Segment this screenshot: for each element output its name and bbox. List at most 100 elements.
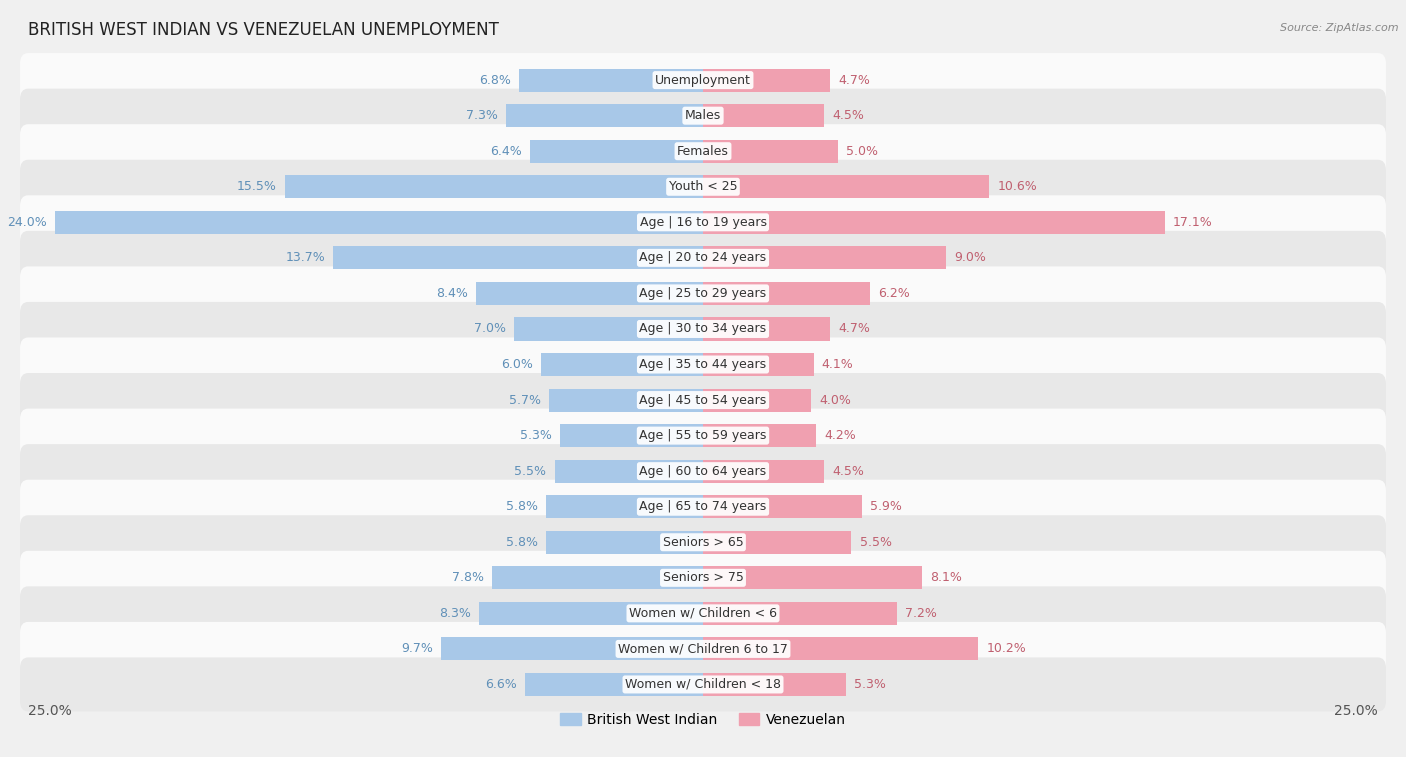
Bar	[441, 637, 703, 660]
Text: 6.6%: 6.6%	[485, 678, 517, 691]
FancyBboxPatch shape	[20, 444, 1386, 498]
Bar	[519, 69, 703, 92]
Text: Seniors > 65: Seniors > 65	[662, 536, 744, 549]
Bar	[492, 566, 703, 590]
Text: 5.9%: 5.9%	[870, 500, 903, 513]
Text: 5.5%: 5.5%	[515, 465, 547, 478]
Text: 4.5%: 4.5%	[832, 465, 865, 478]
Text: 5.5%: 5.5%	[859, 536, 891, 549]
FancyBboxPatch shape	[20, 160, 1386, 213]
FancyBboxPatch shape	[20, 124, 1386, 178]
Text: Seniors > 75: Seniors > 75	[662, 572, 744, 584]
Text: Women w/ Children < 18: Women w/ Children < 18	[626, 678, 780, 691]
Bar	[703, 388, 811, 412]
Text: 8.1%: 8.1%	[929, 572, 962, 584]
Text: 8.3%: 8.3%	[439, 607, 471, 620]
Text: 5.3%: 5.3%	[520, 429, 551, 442]
Bar	[506, 104, 703, 127]
Text: 7.0%: 7.0%	[474, 322, 506, 335]
Bar	[703, 459, 824, 483]
Bar	[703, 673, 846, 696]
Bar	[55, 210, 703, 234]
Bar	[703, 602, 897, 625]
Text: 4.1%: 4.1%	[821, 358, 853, 371]
FancyBboxPatch shape	[20, 338, 1386, 391]
Bar	[550, 388, 703, 412]
Bar	[560, 424, 703, 447]
Text: 6.2%: 6.2%	[879, 287, 910, 300]
Text: Age | 35 to 44 years: Age | 35 to 44 years	[640, 358, 766, 371]
Text: 10.6%: 10.6%	[997, 180, 1038, 193]
FancyBboxPatch shape	[20, 266, 1386, 320]
Bar	[703, 317, 830, 341]
Bar	[333, 246, 703, 269]
Text: Age | 20 to 24 years: Age | 20 to 24 years	[640, 251, 766, 264]
Legend: British West Indian, Venezuelan: British West Indian, Venezuelan	[554, 707, 852, 733]
Text: 6.0%: 6.0%	[501, 358, 533, 371]
Text: Source: ZipAtlas.com: Source: ZipAtlas.com	[1281, 23, 1399, 33]
FancyBboxPatch shape	[20, 516, 1386, 569]
Bar	[530, 139, 703, 163]
Bar	[703, 566, 922, 590]
Text: 5.3%: 5.3%	[855, 678, 886, 691]
Text: 4.5%: 4.5%	[832, 109, 865, 122]
Text: 5.7%: 5.7%	[509, 394, 541, 407]
Text: 8.4%: 8.4%	[436, 287, 468, 300]
Text: 5.8%: 5.8%	[506, 536, 538, 549]
Text: 4.7%: 4.7%	[838, 322, 870, 335]
Bar	[703, 424, 817, 447]
Text: 4.7%: 4.7%	[838, 73, 870, 86]
FancyBboxPatch shape	[20, 409, 1386, 463]
Bar	[703, 531, 852, 554]
Text: Women w/ Children 6 to 17: Women w/ Children 6 to 17	[619, 643, 787, 656]
Text: 5.8%: 5.8%	[506, 500, 538, 513]
Bar	[703, 69, 830, 92]
Text: Age | 16 to 19 years: Age | 16 to 19 years	[640, 216, 766, 229]
Text: 4.0%: 4.0%	[820, 394, 851, 407]
Text: Age | 65 to 74 years: Age | 65 to 74 years	[640, 500, 766, 513]
Bar	[479, 602, 703, 625]
Text: BRITISH WEST INDIAN VS VENEZUELAN UNEMPLOYMENT: BRITISH WEST INDIAN VS VENEZUELAN UNEMPL…	[28, 21, 499, 39]
FancyBboxPatch shape	[20, 657, 1386, 712]
Bar	[547, 531, 703, 554]
Text: 10.2%: 10.2%	[987, 643, 1026, 656]
Text: Youth < 25: Youth < 25	[669, 180, 737, 193]
Text: 4.2%: 4.2%	[824, 429, 856, 442]
Bar	[703, 353, 814, 376]
Text: 7.3%: 7.3%	[465, 109, 498, 122]
Bar	[703, 495, 862, 519]
FancyBboxPatch shape	[20, 587, 1386, 640]
Bar	[703, 246, 946, 269]
Bar	[515, 317, 703, 341]
Bar	[541, 353, 703, 376]
Text: Age | 25 to 29 years: Age | 25 to 29 years	[640, 287, 766, 300]
Text: Age | 45 to 54 years: Age | 45 to 54 years	[640, 394, 766, 407]
Text: 25.0%: 25.0%	[28, 704, 72, 718]
Text: 7.2%: 7.2%	[905, 607, 938, 620]
Text: Males: Males	[685, 109, 721, 122]
Bar	[477, 282, 703, 305]
Bar	[703, 282, 870, 305]
FancyBboxPatch shape	[20, 302, 1386, 356]
Text: 6.4%: 6.4%	[491, 145, 522, 157]
Text: Age | 60 to 64 years: Age | 60 to 64 years	[640, 465, 766, 478]
Bar	[703, 139, 838, 163]
Text: 25.0%: 25.0%	[1334, 704, 1378, 718]
FancyBboxPatch shape	[20, 231, 1386, 285]
Text: 6.8%: 6.8%	[479, 73, 512, 86]
Text: Women w/ Children < 6: Women w/ Children < 6	[628, 607, 778, 620]
Bar	[524, 673, 703, 696]
Bar	[547, 495, 703, 519]
Bar	[703, 104, 824, 127]
Text: 24.0%: 24.0%	[7, 216, 46, 229]
Bar	[284, 175, 703, 198]
Bar	[703, 175, 990, 198]
FancyBboxPatch shape	[20, 373, 1386, 427]
FancyBboxPatch shape	[20, 53, 1386, 107]
Text: 15.5%: 15.5%	[236, 180, 277, 193]
Text: Unemployment: Unemployment	[655, 73, 751, 86]
FancyBboxPatch shape	[20, 551, 1386, 605]
Bar	[703, 637, 979, 660]
Text: 17.1%: 17.1%	[1173, 216, 1212, 229]
Text: 5.0%: 5.0%	[846, 145, 879, 157]
